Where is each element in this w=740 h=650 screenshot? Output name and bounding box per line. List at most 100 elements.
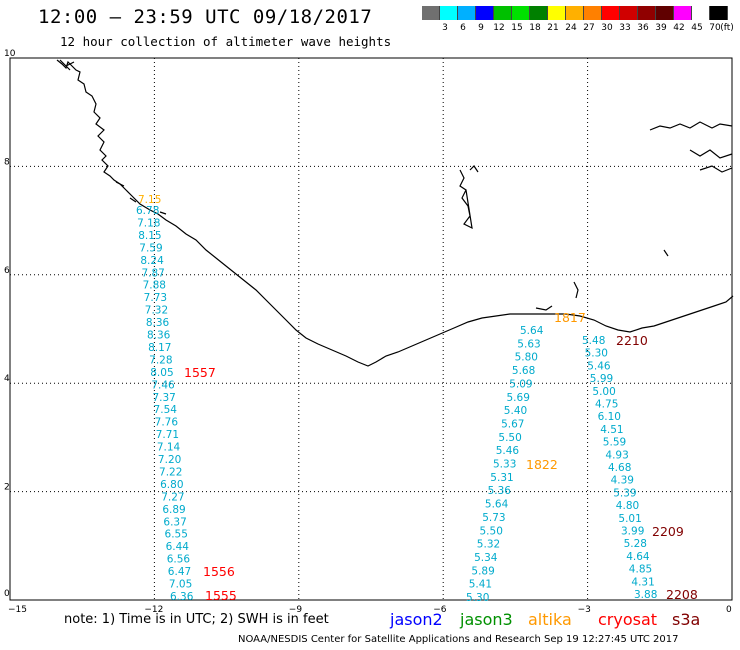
legend-label: 33: [619, 23, 631, 33]
west-track-value: 7.87: [141, 267, 164, 279]
east-track-value: 6.10: [598, 411, 621, 423]
legend-swatch: [602, 6, 620, 20]
coastline-west-islands: [59, 59, 167, 215]
west-track-value: 7.46: [151, 379, 175, 391]
mid-track-value: 5.34: [474, 552, 498, 564]
legend-label: 70: [709, 23, 721, 33]
lat-tick-label: 10: [4, 49, 16, 59]
mid-track-value: 5.64: [485, 499, 509, 511]
west-track-value: 6.55: [165, 529, 188, 541]
mid-track-value: 5.41: [469, 579, 492, 591]
east-track-value: 5.48: [582, 335, 605, 347]
legend-swatch: [566, 6, 584, 20]
east-track-value: 4.51: [600, 424, 623, 436]
west-track-value: 7.71: [156, 429, 179, 441]
west-track-value: 6.78: [136, 205, 159, 217]
east-track-value: 4.39: [611, 475, 634, 487]
west-track-value: 7.37: [152, 392, 175, 404]
west-track-value: 6.89: [162, 504, 185, 516]
west-track-value: 7.22: [159, 466, 182, 478]
legend-swatch: [638, 6, 656, 20]
west-track-value: 8.24: [140, 255, 164, 267]
lat-lon-grid: [10, 58, 732, 600]
mid-track-value: 5.73: [482, 512, 505, 524]
west-track-value: 8.36: [146, 317, 170, 329]
legend-swatch: [512, 6, 530, 20]
lon-tick-label: −9: [289, 605, 303, 615]
coastline-north-inlet: [459, 165, 479, 230]
lon-tick-label: −12: [144, 605, 163, 615]
legend-label: 9: [478, 23, 484, 33]
lat-tick-label: 2: [4, 483, 10, 493]
mid-track-value: 5.32: [477, 539, 500, 551]
legend-label: 36: [637, 23, 649, 33]
legend-label: 15: [511, 23, 523, 33]
legend-swatch: [476, 6, 494, 20]
mid-track-value: 5.30: [466, 592, 489, 604]
mid-track-value: 5.63: [517, 338, 540, 350]
mid-track-value: 5.64: [520, 325, 544, 337]
west-track-value: 6.56: [167, 554, 191, 566]
legend-label: 42: [673, 23, 685, 33]
legend-swatch: [710, 6, 728, 20]
color-legend: [422, 6, 728, 20]
east-track-value: 5.28: [624, 538, 647, 550]
legend-label: 30: [601, 23, 613, 33]
west-track-value: 8.05: [150, 367, 173, 379]
east-track-value: 5.39: [613, 487, 636, 499]
coastline-west-africa: [56, 59, 734, 367]
time-label-2210: 2210: [616, 333, 648, 348]
east-track-value: 3.99: [621, 526, 644, 538]
lat-tick-label: 0: [4, 589, 10, 599]
legend-swatch: [692, 6, 710, 20]
footnote: note: 1) Time is in UTC; 2) SWH is in fe…: [64, 612, 329, 627]
time-label-1556: 1556: [203, 564, 235, 579]
mid-track-value: 5.67: [501, 418, 524, 430]
lat-tick-label: 4: [4, 374, 10, 384]
east-track-value: 5.30: [585, 348, 608, 360]
mid-track-value: 5.40: [504, 405, 527, 417]
legend-altika: altika: [528, 610, 572, 629]
color-legend-labels: 3 6 9 12 15 18 21 24 27 30 33 36 39 42 45 70 (ft): [422, 23, 740, 37]
map-frame: [9, 57, 733, 601]
west-track-value: 6.36: [170, 591, 194, 603]
legend-swatch: [584, 6, 602, 20]
time-label-1817: 1817: [554, 310, 586, 325]
coastline-east-inlet: [535, 121, 733, 311]
west-track-value: 8.17: [148, 342, 171, 354]
east-track-value: 4.80: [616, 500, 639, 512]
altika-track-value: 7.15: [138, 194, 161, 206]
west-track-value: 6.37: [163, 516, 186, 528]
time-label-1822: 1822: [526, 457, 558, 472]
west-track-value: 8.36: [147, 330, 171, 342]
west-track-value: 7.76: [155, 417, 179, 429]
west-track-value: 6.80: [160, 479, 183, 491]
map-title: 12:00 – 23:59 UTC 09/18/2017: [38, 6, 373, 28]
legend-swatch: [494, 6, 512, 20]
east-track-value: 5.59: [603, 437, 626, 449]
east-track-value: 4.68: [608, 462, 631, 474]
legend-swatch: [440, 6, 458, 20]
east-track-value: 4.85: [629, 564, 652, 576]
mid-track-value: 5.36: [488, 485, 512, 497]
time-label-2208: 2208: [666, 587, 698, 602]
west-track-value: 7.20: [158, 454, 181, 466]
west-track-value: 8.15: [138, 230, 161, 242]
east-track-value: 5.99: [590, 373, 613, 385]
mid-track-value: 5.80: [515, 352, 538, 364]
lon-tick-label: −6: [433, 605, 447, 615]
mid-track-value: 5.33: [493, 459, 516, 471]
legend-label: (ft): [720, 23, 734, 33]
mid-track-value: 5.46: [496, 445, 520, 457]
lon-tick-label: −15: [8, 605, 27, 615]
legend-label: 3: [442, 23, 448, 33]
west-track-value: 7.27: [161, 491, 184, 503]
legend-jason2: jason2: [390, 610, 443, 629]
legend-swatch: [422, 6, 440, 20]
axis-ticks: −15 −12 −9 −6 −3 0 0 2 4 6 8 10: [4, 49, 732, 615]
west-track-value: 7.59: [139, 242, 162, 254]
legend-label: 24: [565, 23, 577, 33]
east-track-value: 5.00: [592, 386, 615, 398]
legend-swatch: [458, 6, 476, 20]
